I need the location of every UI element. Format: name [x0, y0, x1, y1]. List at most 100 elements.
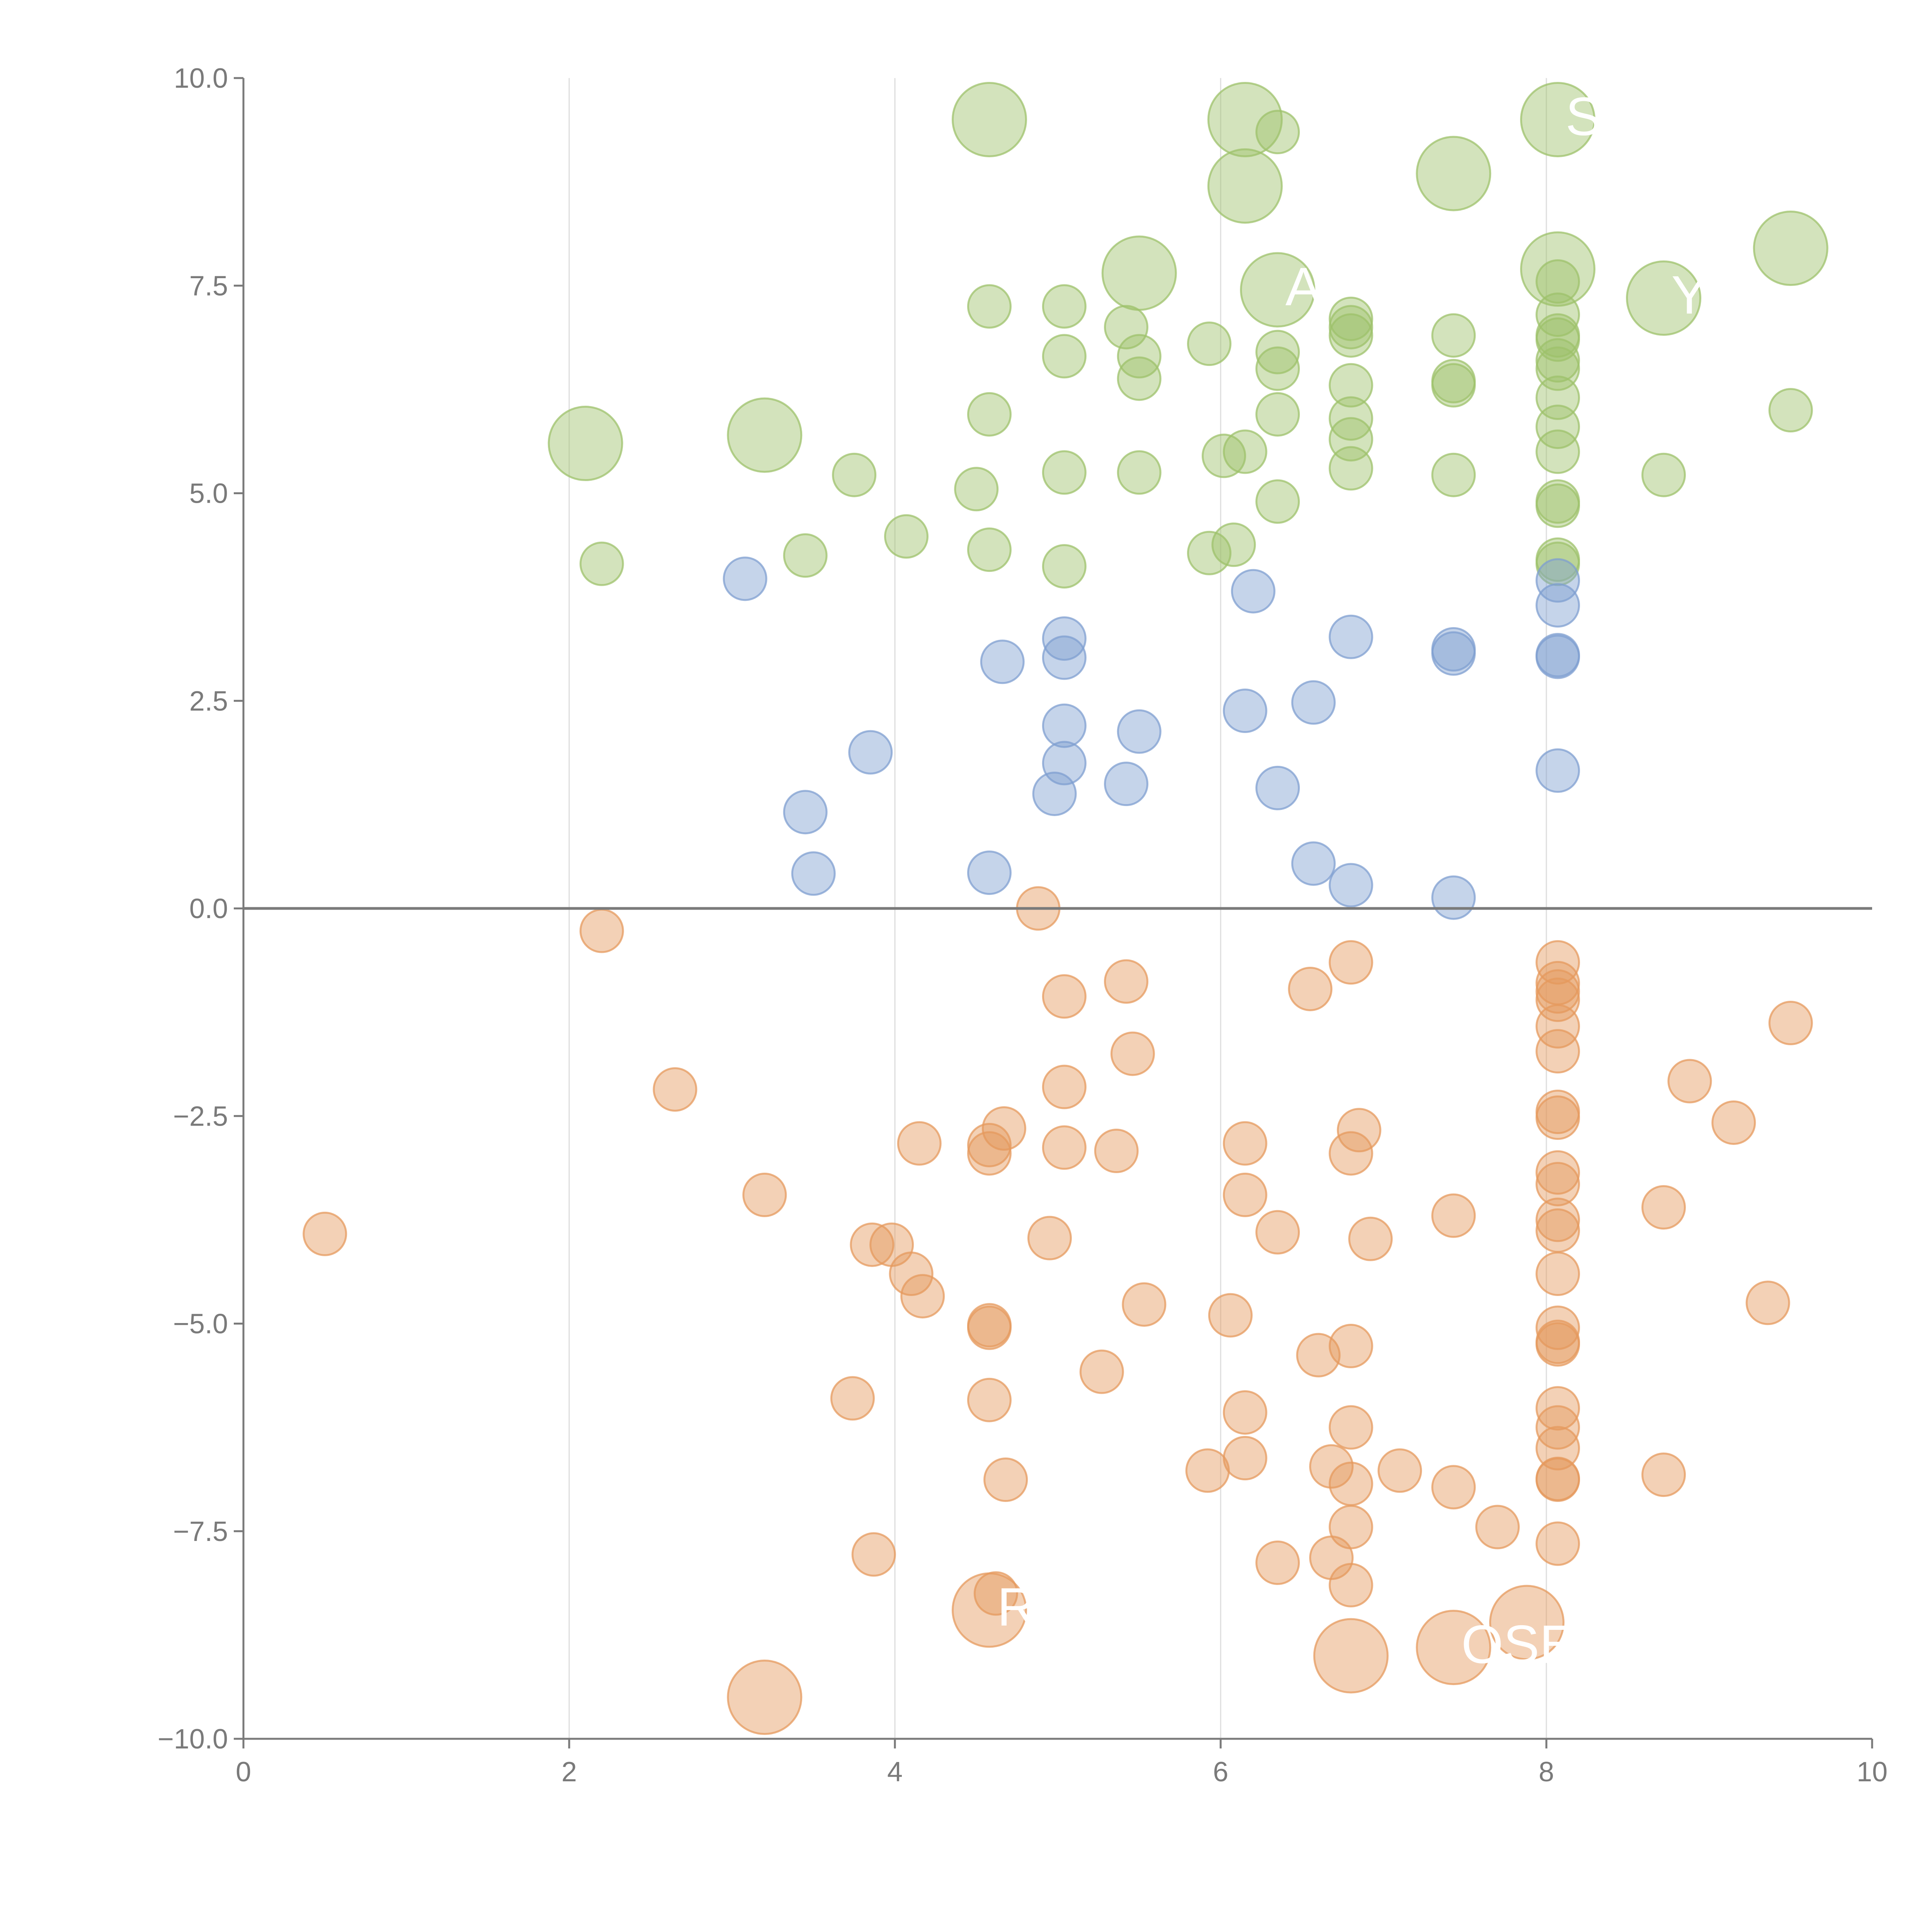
bubble-blue	[791, 851, 836, 896]
bubble-orange	[303, 1211, 347, 1256]
bubble-orange	[1328, 1563, 1373, 1607]
bubble-green	[967, 392, 1012, 437]
bubble-green	[1042, 450, 1087, 495]
bubble-orange	[1328, 1461, 1373, 1506]
bubble-orange	[1079, 1349, 1124, 1394]
bubble-orange	[1431, 1193, 1476, 1238]
bubble-orange	[1042, 974, 1087, 1019]
bubble-blue	[1042, 635, 1087, 680]
bubble-green	[1240, 252, 1316, 328]
bubble-annotation-label: YG	[1671, 264, 1749, 325]
bubble-green	[1328, 363, 1373, 408]
bubble-green	[1117, 450, 1162, 495]
bubble-blue	[967, 850, 1012, 895]
bubble-orange	[1768, 1001, 1813, 1046]
bubble-orange	[1536, 1208, 1580, 1253]
bubble-green	[1536, 259, 1580, 304]
x-tick-label: 10	[1857, 1757, 1888, 1787]
bubble-blue	[1117, 709, 1162, 754]
bubble-orange	[1328, 1324, 1373, 1369]
bubble-orange	[1378, 1448, 1422, 1493]
bubble-orange	[1536, 1095, 1580, 1140]
bubble-green	[1431, 452, 1476, 497]
bubble-orange	[1042, 1125, 1087, 1170]
bubble-green	[967, 284, 1012, 329]
bubble-green	[1042, 334, 1087, 379]
bubble-green	[1211, 522, 1256, 567]
bubble-annotation-label: OSE	[1461, 1614, 1576, 1675]
bubble-orange	[1255, 1540, 1300, 1585]
bubble-blue	[1291, 841, 1336, 886]
bubble-orange	[1328, 940, 1373, 985]
bubble-orange	[1094, 1129, 1139, 1173]
x-tick-label: 6	[1213, 1757, 1228, 1787]
bubble-green	[1536, 429, 1580, 474]
bubble-orange	[1536, 1029, 1580, 1074]
bubble-blue	[1536, 558, 1580, 603]
bubble-green	[1536, 541, 1580, 586]
bubble-orange	[951, 1572, 1027, 1648]
axes: 0 2 4 6 8 10 −10.0 −7.5 −5.0 −2.5 0.0 2.5 5.0 7.5 10.0	[158, 63, 1888, 1787]
bubble-orange	[850, 1222, 895, 1267]
bubble-green	[1768, 388, 1813, 433]
bubble-blue	[1536, 748, 1580, 793]
x-tick-label: 0	[236, 1757, 251, 1787]
bubble-orange	[1536, 1305, 1580, 1350]
bubble-green	[1431, 359, 1476, 403]
x-tick-label: 4	[887, 1757, 903, 1787]
bubble-orange	[1328, 1131, 1373, 1176]
bubble-orange	[900, 1274, 945, 1319]
bubble-green	[1042, 284, 1087, 329]
bubble-blue	[1042, 741, 1087, 786]
bubble-blue	[1231, 569, 1276, 614]
bubble-green	[1255, 392, 1300, 437]
bubble-orange	[1313, 1618, 1389, 1694]
bubble-green	[1255, 330, 1300, 374]
bubble-orange	[983, 1458, 1028, 1502]
bubble-orange	[1475, 1505, 1520, 1549]
x-tick-label: 2	[561, 1757, 577, 1787]
bubble-annotation-label: S	[1566, 86, 1602, 146]
bubble-green	[1117, 356, 1162, 401]
bubble-orange	[830, 1376, 875, 1421]
bubble-green	[1255, 479, 1300, 524]
bubble-orange	[1536, 977, 1580, 1022]
bubble-orange	[1536, 1162, 1580, 1206]
x-tick-label: 8	[1539, 1757, 1554, 1787]
y-tick-label: −2.5	[173, 1101, 228, 1132]
bubble-orange	[1536, 1197, 1580, 1242]
bubble-orange	[1641, 1452, 1686, 1497]
bubble-orange	[1489, 1585, 1565, 1660]
bubble-orange	[889, 1252, 934, 1296]
bubble-green	[954, 467, 999, 512]
bubble-orange	[967, 1131, 1012, 1176]
bubble-orange	[1288, 966, 1333, 1011]
bubble-green	[783, 533, 828, 578]
bubble-green	[1641, 452, 1686, 497]
bubble-orange	[727, 1660, 803, 1735]
bubble-green	[727, 397, 803, 473]
bubble-blue	[783, 790, 828, 835]
bubble-green	[1753, 211, 1828, 286]
bubble-orange	[1416, 1610, 1492, 1685]
bubble-blue	[1431, 631, 1476, 676]
bubble-green	[1431, 313, 1476, 358]
bubble-green	[1187, 531, 1231, 575]
bubble-orange	[1110, 1031, 1155, 1076]
bubble-orange	[967, 1378, 1012, 1422]
bubble-orange	[1337, 1108, 1381, 1153]
bubble-annotation-label: A	[1286, 256, 1322, 317]
bubble-orange	[1223, 1121, 1267, 1166]
bubble-orange	[1536, 1252, 1580, 1296]
bubble-annotation-label: R	[997, 1577, 1036, 1637]
bubble-orange	[973, 1571, 1018, 1616]
bubble-green	[1104, 305, 1149, 350]
bubble-green	[1255, 110, 1300, 155]
bubble-blue	[1255, 765, 1300, 810]
bubble-orange	[1042, 1065, 1087, 1109]
bubble-orange	[579, 908, 624, 953]
bubble-blue	[1042, 616, 1087, 661]
bubble-orange	[1309, 1444, 1354, 1489]
bubble-orange	[1536, 1521, 1580, 1566]
